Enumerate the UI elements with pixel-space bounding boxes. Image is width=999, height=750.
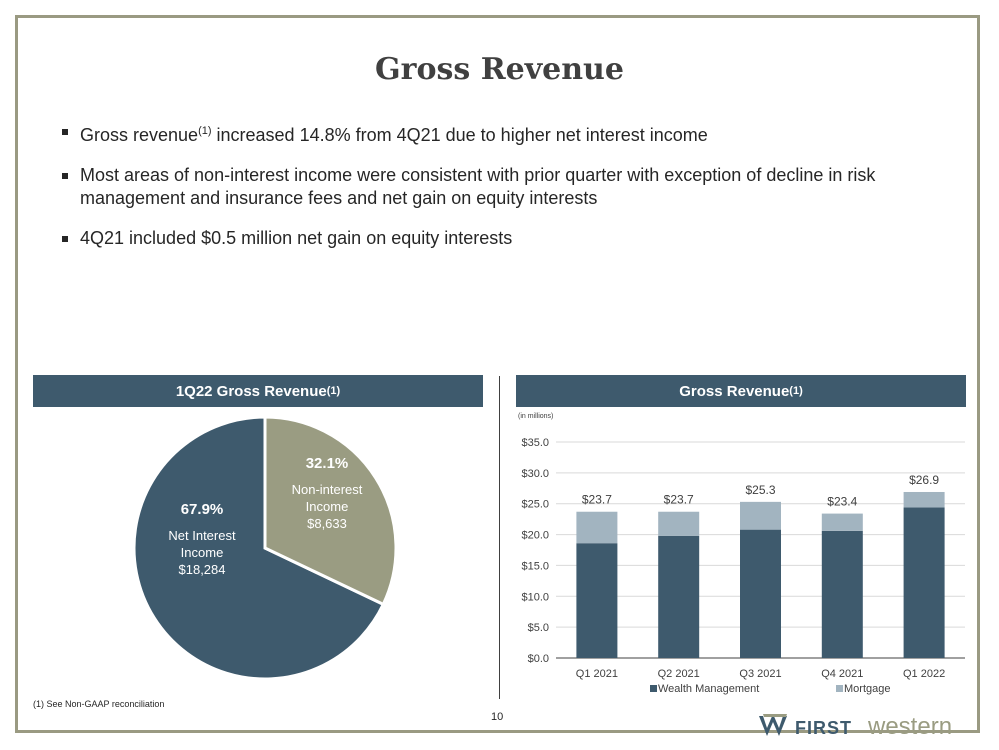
pie-slice-label: Non-interest [292, 482, 363, 497]
legend-label: Mortgage [844, 683, 890, 695]
bullet-item: Gross revenue(1) increased 14.8% from 4Q… [60, 120, 960, 147]
x-tick-label: Q4 2021 [821, 668, 863, 680]
slide-frame [15, 15, 980, 733]
pie-percent-label: 32.1% [306, 455, 349, 472]
y-tick-label: $10.0 [521, 591, 549, 603]
y-tick-label: $5.0 [528, 622, 549, 634]
bar-mortgage [658, 511, 700, 536]
bar-mortgage [821, 513, 863, 531]
w-mark-icon [759, 714, 787, 736]
x-tick-label: Q1 2021 [576, 668, 618, 680]
logo-first-text: FIRST [795, 718, 852, 738]
bar-panel-header: Gross Revenue (1) [516, 375, 966, 407]
bar-mortgage [740, 501, 781, 530]
bar-total-label: $23.7 [664, 493, 694, 507]
pie-panel-header: 1Q22 Gross Revenue (1) [33, 375, 483, 407]
bullet-item: 4Q21 included $0.5 million net gain on e… [60, 227, 960, 250]
pie-slice-label: $8,633 [307, 516, 347, 531]
first-western-logo: FIRST western [759, 713, 952, 740]
pie-slice-label: Net Interest [168, 528, 236, 543]
bar-wealth-management [576, 543, 618, 658]
y-tick-label: $30.0 [521, 468, 549, 480]
pie-slice [132, 415, 386, 681]
y-tick-label: $25.0 [521, 499, 549, 511]
page-number: 10 [491, 711, 504, 723]
pie-slice [263, 415, 398, 607]
bar-total-label: $26.9 [909, 473, 939, 487]
y-tick-label: $0.0 [528, 653, 549, 665]
pie-percent-label: 67.9% [181, 501, 224, 518]
bar-total-label: $23.7 [582, 493, 612, 507]
pie-slice-label: Income [181, 545, 224, 560]
bar-mortgage [576, 511, 618, 544]
pie-slice-label: Income [306, 499, 349, 514]
bar-wealth-management [740, 529, 781, 658]
bar-wealth-management [903, 507, 945, 658]
bullet-list: Gross revenue(1) increased 14.8% from 4Q… [60, 120, 960, 267]
pie-slice-label: $18,284 [179, 562, 226, 577]
legend-swatch [650, 685, 657, 692]
panel-divider [499, 376, 500, 699]
y-tick-label: $15.0 [521, 560, 549, 572]
legend-label: Wealth Management [658, 683, 759, 695]
legend-swatch [836, 685, 843, 692]
y-tick-label: $35.0 [521, 437, 549, 449]
bar-total-label: $23.4 [827, 495, 857, 509]
bullet-item: Most areas of non-interest income were c… [60, 164, 960, 210]
bar-mortgage [903, 491, 945, 508]
bar-wealth-management [658, 535, 700, 658]
x-tick-label: Q1 2022 [903, 668, 945, 680]
logo-western-text: western [867, 713, 952, 740]
slide-title: Gross Revenue [375, 52, 624, 87]
x-tick-label: Q2 2021 [658, 668, 700, 680]
units-note: (in millions) [518, 413, 553, 420]
bar-total-label: $25.3 [745, 483, 775, 497]
x-tick-label: Q3 2021 [739, 668, 781, 680]
footnote: (1) See Non-GAAP reconciliation [33, 699, 165, 709]
y-tick-label: $20.0 [521, 530, 549, 542]
bar-wealth-management [821, 530, 863, 658]
